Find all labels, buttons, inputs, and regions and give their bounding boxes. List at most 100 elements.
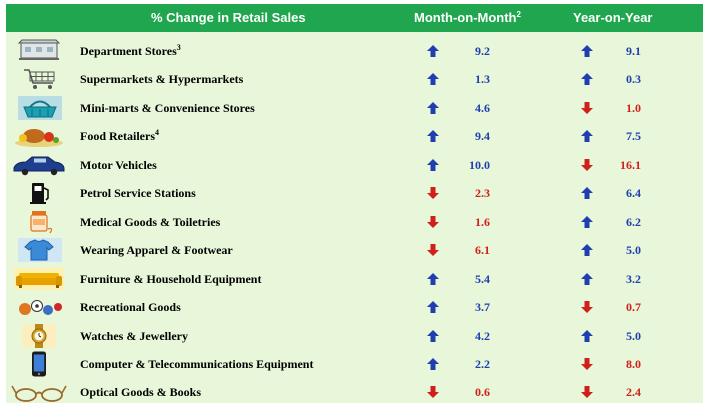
category-footnote: 3: [176, 43, 181, 52]
header-year-on-year: Year-on-Year: [573, 10, 653, 25]
year-on-year-value: 6.2: [626, 214, 641, 229]
year-on-year-value: 8.0: [626, 356, 641, 371]
header-month-on-month-label: Month-on-Month: [414, 10, 517, 25]
category-label: Mini-marts & Convenience Stores: [80, 94, 255, 121]
down-arrow-icon: [581, 101, 593, 114]
table-row: Motor Vehicles 10.0 16.1: [6, 151, 703, 178]
up-arrow-icon: [581, 272, 593, 285]
category-label-text: Recreational Goods: [80, 300, 181, 315]
table-row: Watches & Jewellery 4.2 5.0: [6, 322, 703, 349]
year-on-year-value: 1.0: [626, 100, 641, 115]
category-label-text: Furniture & Household Equipment: [80, 271, 262, 286]
table-row: Computer & Telecommunications Equipment 2…: [6, 350, 703, 377]
mobile-phone-icon: [10, 351, 68, 377]
category-label: Petrol Service Stations: [80, 179, 196, 206]
up-arrow-icon: [427, 329, 439, 342]
fuel-pump-icon: [10, 180, 68, 206]
table-row: Optical Goods & Books 0.6 2.4: [6, 378, 703, 405]
month-on-month-value: 4.2: [475, 328, 490, 343]
category-label: Motor Vehicles: [80, 151, 157, 178]
car-icon: [10, 152, 68, 178]
month-on-month-value: 1.6: [475, 214, 490, 229]
table-row: Supermarkets & Hypermarkets 1.3 0.3: [6, 65, 703, 92]
header-month-on-month: Month-on-Month2: [414, 4, 521, 32]
category-label: Furniture & Household Equipment: [80, 265, 261, 292]
up-arrow-icon: [581, 244, 593, 257]
category-label-text: Petrol Service Stations: [80, 186, 196, 201]
month-on-month-value: 1.3: [475, 72, 490, 87]
department-store-icon: [10, 38, 68, 64]
up-arrow-icon: [581, 45, 593, 57]
month-on-month-value: 4.6: [475, 100, 490, 115]
category-label-text: Computer & Telecommunications Equipment: [80, 356, 314, 371]
up-arrow-icon: [581, 130, 593, 143]
down-arrow-icon: [581, 158, 593, 171]
table-row: Food Retailers4 9.4 7.5: [6, 122, 703, 149]
up-arrow-icon: [427, 301, 439, 314]
up-arrow-icon: [581, 215, 593, 228]
year-on-year-value: 0.7: [626, 300, 641, 315]
up-arrow-icon: [427, 357, 439, 370]
category-label: Department Stores3: [80, 37, 181, 64]
up-arrow-icon: [427, 73, 439, 86]
year-on-year-value: 0.3: [626, 72, 641, 87]
category-label-text: Supermarkets & Hypermarkets: [80, 72, 244, 87]
category-label: Food Retailers4: [80, 122, 159, 149]
category-label-text: Optical Goods & Books: [80, 385, 202, 400]
table-row: Recreational Goods 3.7 0.7: [6, 293, 703, 320]
up-arrow-icon: [427, 101, 439, 114]
category-label: Watches & Jewellery: [80, 322, 188, 349]
t-shirt-icon: [10, 237, 68, 263]
eyeglasses-icon: [10, 379, 68, 405]
up-arrow-icon: [581, 187, 593, 200]
table-row: Wearing Apparel & Footwear 6.1 5.0: [6, 236, 703, 263]
up-arrow-icon: [427, 45, 439, 57]
table-row: Medical Goods & Toiletries 1.6 6.2: [6, 208, 703, 235]
category-label-text: Mini-marts & Convenience Stores: [80, 100, 255, 115]
category-label: Supermarkets & Hypermarkets: [80, 65, 243, 92]
year-on-year-value: 7.5: [626, 129, 641, 144]
retail-sales-table: % Change in Retail Sales Month-on-Month2…: [6, 4, 703, 403]
category-label-text: Department Stores: [80, 44, 177, 58]
down-arrow-icon: [581, 301, 593, 314]
category-label: Recreational Goods: [80, 293, 181, 320]
up-arrow-icon: [427, 272, 439, 285]
sofa-icon: [10, 266, 68, 292]
category-label: Wearing Apparel & Footwear: [80, 236, 233, 263]
category-label: Computer & Telecommunications Equipment: [80, 350, 313, 377]
category-label-text: Watches & Jewellery: [80, 328, 188, 343]
category-footnote: 4: [154, 128, 159, 138]
up-arrow-icon: [427, 158, 439, 171]
category-label: Medical Goods & Toiletries: [80, 208, 220, 235]
year-on-year-value: 9.1: [626, 44, 641, 58]
food-icon: [10, 123, 68, 149]
down-arrow-icon: [427, 244, 439, 257]
category-label-text: Motor Vehicles: [80, 157, 157, 172]
shopping-cart-icon: [10, 66, 68, 92]
month-on-month-value: 2.3: [475, 186, 490, 201]
month-on-month-value: 9.2: [475, 44, 490, 58]
category-label: Optical Goods & Books: [80, 378, 201, 405]
watch-icon: [10, 323, 68, 349]
medicine-jar-icon: [10, 209, 68, 235]
up-arrow-icon: [581, 73, 593, 86]
header-category: % Change in Retail Sales: [151, 10, 306, 25]
year-on-year-value: 16.1: [620, 157, 641, 172]
year-on-year-value: 5.0: [626, 243, 641, 258]
month-on-month-value: 5.4: [475, 271, 490, 286]
table-row: Department Stores3 9.2 9.1: [6, 37, 703, 64]
year-on-year-value: 2.4: [626, 385, 641, 400]
year-on-year-value: 3.2: [626, 271, 641, 286]
category-label-text: Wearing Apparel & Footwear: [80, 243, 233, 258]
table-row: Mini-marts & Convenience Stores 4.6 1.0: [6, 94, 703, 121]
header-month-on-month-note: 2: [516, 10, 521, 19]
table-header: % Change in Retail Sales Month-on-Month2…: [6, 4, 703, 32]
up-arrow-icon: [427, 130, 439, 143]
shopping-basket-icon: [10, 95, 68, 121]
table-row: Furniture & Household Equipment 5.4 3.2: [6, 265, 703, 292]
up-arrow-icon: [581, 329, 593, 342]
sports-balls-icon: [10, 294, 68, 320]
month-on-month-value: 9.4: [475, 129, 490, 144]
down-arrow-icon: [581, 357, 593, 370]
category-label-text: Medical Goods & Toiletries: [80, 214, 221, 229]
